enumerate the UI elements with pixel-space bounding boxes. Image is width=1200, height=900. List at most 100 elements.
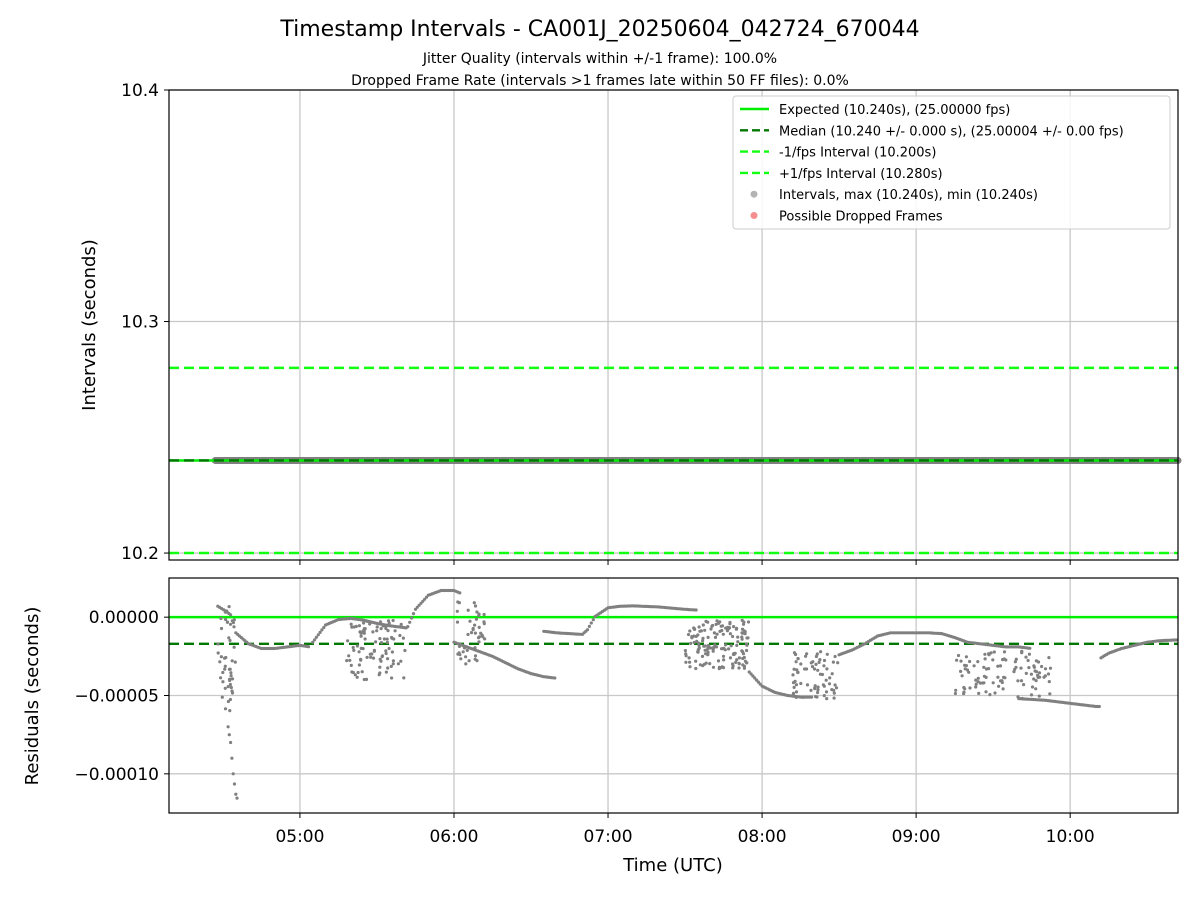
residual-point xyxy=(226,699,230,704)
residual-point xyxy=(963,667,967,671)
residual-point xyxy=(822,658,827,663)
residual-point xyxy=(702,644,706,648)
residual-point xyxy=(740,618,744,623)
residual-point xyxy=(814,662,818,667)
residual-point xyxy=(721,632,725,636)
residual-point xyxy=(812,667,817,671)
residual-point xyxy=(825,667,829,671)
residual-point xyxy=(1047,656,1051,660)
residual-point xyxy=(984,667,989,671)
residual-point xyxy=(385,637,389,641)
residual-point xyxy=(361,629,365,633)
residual-point xyxy=(815,652,819,656)
residual-point xyxy=(992,650,996,654)
residual-point xyxy=(1022,683,1026,687)
residual-point xyxy=(794,652,798,657)
residual-point xyxy=(987,652,991,656)
residual-point xyxy=(365,655,369,660)
residual-point xyxy=(953,691,958,696)
residual-point xyxy=(982,681,986,685)
residual-point xyxy=(225,620,230,624)
residual-point xyxy=(715,619,719,623)
residual-point xyxy=(1047,680,1051,684)
residual-point xyxy=(733,651,737,655)
residual-point xyxy=(960,674,964,678)
x-tick-label: 08:00 xyxy=(738,827,787,847)
residual-point xyxy=(399,622,403,627)
residual-point xyxy=(708,662,712,666)
residual-point xyxy=(1012,670,1016,674)
residual-point xyxy=(473,631,477,635)
legend-label: Intervals, max (10.240s), min (10.240s) xyxy=(779,188,1038,203)
residual-point xyxy=(386,657,390,661)
residual-point xyxy=(482,622,486,626)
chart-subtitle-dropped: Dropped Frame Rate (intervals >1 frames … xyxy=(351,73,849,89)
residual-point xyxy=(467,659,471,663)
chart-title: Timestamp Intervals - CA001J_20250604_04… xyxy=(279,17,919,42)
legend-label: Possible Dropped Frames xyxy=(779,210,943,225)
residual-point xyxy=(391,618,395,623)
residual-point xyxy=(740,627,745,631)
residual-point xyxy=(1040,664,1044,669)
residual-point xyxy=(359,631,363,635)
residual-point xyxy=(221,680,225,684)
residual-point xyxy=(379,627,383,631)
residual-point xyxy=(370,652,374,656)
residual-point xyxy=(482,612,486,617)
residual-point xyxy=(968,686,972,690)
residual-point xyxy=(976,660,980,664)
residual-point xyxy=(746,636,750,640)
y-tick-label: 10.2 xyxy=(121,544,159,564)
residual-point xyxy=(477,640,481,644)
residual-point xyxy=(221,670,225,675)
residual-point xyxy=(363,637,367,641)
residual-point xyxy=(1174,638,1178,642)
legend-swatch xyxy=(750,212,758,219)
residual-point xyxy=(457,651,461,655)
residual-point xyxy=(810,665,815,669)
residual-point xyxy=(352,648,356,653)
residual-point xyxy=(833,654,837,659)
residual-point xyxy=(411,612,416,616)
residual-point xyxy=(223,667,227,671)
residual-point xyxy=(226,725,230,729)
residual-point xyxy=(711,665,716,669)
residual-point xyxy=(794,683,799,687)
residual-point xyxy=(832,696,836,700)
residual-point xyxy=(219,626,224,631)
residual-point xyxy=(230,756,234,760)
residual-point xyxy=(701,623,705,627)
residual-point xyxy=(403,648,407,653)
residual-point xyxy=(346,639,350,643)
residual-point xyxy=(231,772,235,776)
residual-point xyxy=(228,678,232,683)
residual-point xyxy=(825,697,829,701)
residual-point xyxy=(796,670,800,675)
x-tick-label: 07:00 xyxy=(584,827,633,847)
residual-point xyxy=(701,639,705,643)
residual-point xyxy=(1002,657,1006,661)
residual-point xyxy=(964,664,969,668)
residual-point xyxy=(982,665,986,669)
residual-point xyxy=(386,666,390,670)
residual-point xyxy=(956,653,961,658)
residual-point xyxy=(740,631,744,635)
residual-point xyxy=(1027,652,1031,656)
residual-point xyxy=(972,664,976,668)
residual-point xyxy=(354,624,358,629)
residual-point xyxy=(232,782,237,786)
y-tick-label: −0.00010 xyxy=(74,765,159,785)
residual-point xyxy=(792,685,796,690)
residual-point xyxy=(1036,675,1040,680)
residual-point xyxy=(382,637,386,641)
residual-point xyxy=(722,658,726,662)
residual-point xyxy=(736,640,740,644)
residual-point xyxy=(351,645,355,650)
residual-point xyxy=(357,663,361,667)
residual-point xyxy=(306,645,311,649)
residual-point xyxy=(740,649,744,653)
residual-point xyxy=(229,740,233,745)
residual-point xyxy=(466,608,470,612)
residual-point xyxy=(408,620,412,624)
residual-point xyxy=(998,664,1003,668)
